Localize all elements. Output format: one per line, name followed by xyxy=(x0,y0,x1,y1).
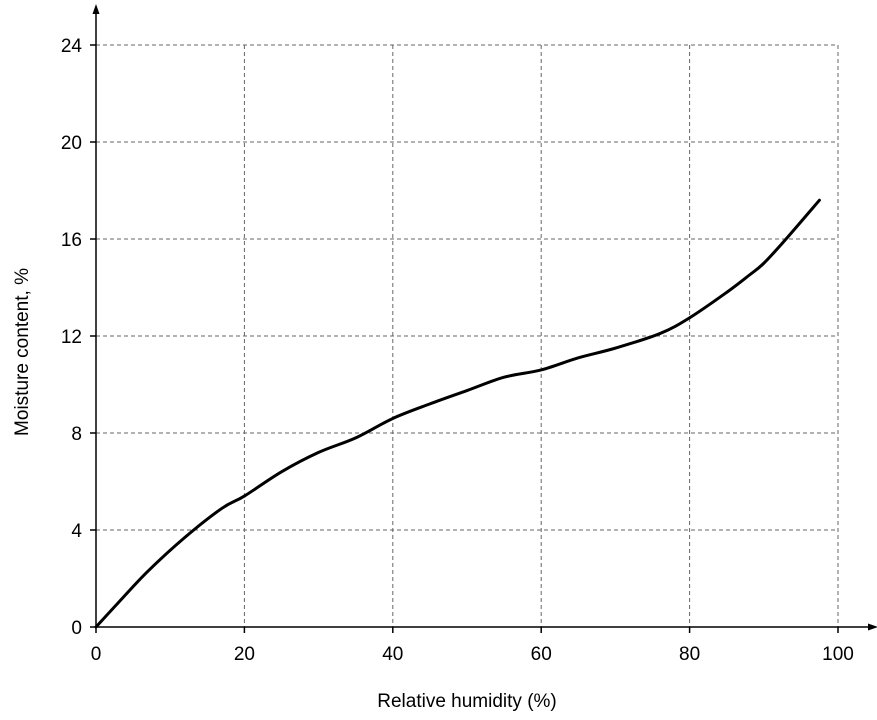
x-tick-label: 0 xyxy=(91,644,102,665)
y-tick-label: 24 xyxy=(61,36,83,57)
x-axis-arrow xyxy=(868,623,877,631)
y-axis-arrow xyxy=(92,4,100,14)
ticks: 0 20 40 60 80 100 0 4 8 12 16 20 24 xyxy=(61,36,854,665)
y-tick-label: 4 xyxy=(71,521,82,542)
y-tick-label: 8 xyxy=(71,424,82,445)
y-tick-label: 12 xyxy=(61,327,82,348)
x-tick-label: 80 xyxy=(679,644,700,665)
x-tick-label: 60 xyxy=(531,644,552,665)
x-tick-label: 100 xyxy=(822,644,854,665)
y-tick-label: 20 xyxy=(61,133,82,154)
y-tick-label: 16 xyxy=(61,230,82,251)
axes xyxy=(92,4,877,631)
y-axis-title: Moisture content, % xyxy=(12,268,33,436)
y-tick-label: 0 xyxy=(71,618,82,639)
x-tick-label: 20 xyxy=(234,644,255,665)
series xyxy=(94,198,821,629)
x-tick-label: 40 xyxy=(382,644,403,665)
grid xyxy=(96,44,839,627)
x-axis-title: Relative humidity (%) xyxy=(377,691,557,712)
moisture-curve xyxy=(94,198,821,629)
